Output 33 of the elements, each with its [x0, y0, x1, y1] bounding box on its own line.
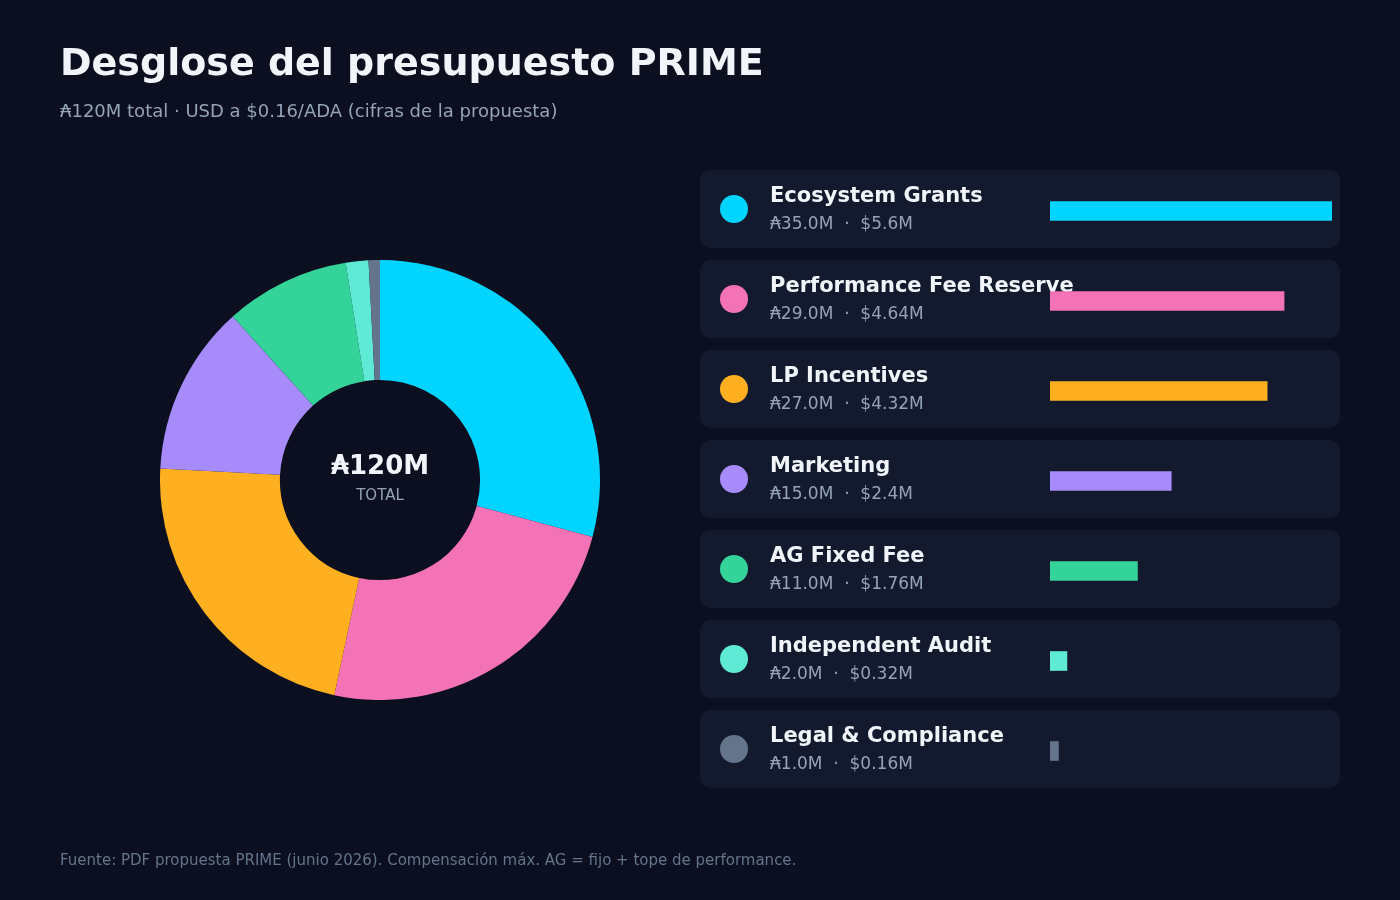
data-label: ₳2.0M [770, 663, 823, 683]
data-label: ₳11.0M [770, 573, 834, 593]
bar [1050, 651, 1068, 671]
text: · $0.16M [833, 753, 913, 773]
text: TOTAL [355, 486, 405, 504]
text: ₳120M [329, 450, 431, 480]
legend-label: Legal & Compliance [770, 723, 1004, 747]
bar [1050, 201, 1332, 221]
bar [1050, 561, 1138, 581]
data-label: ₳27.0M [770, 393, 834, 413]
text: · $5.6M [844, 213, 913, 233]
bar [1050, 291, 1285, 311]
data-label: ₳29.0M [770, 303, 834, 323]
text: · $2.4M [844, 483, 913, 503]
source-note: Fuente: PDF propuesta PRIME (junio 2026). Compensación máx. AG = fijo + tope de performance. [60, 851, 797, 869]
text: · $4.32M [844, 393, 924, 413]
bar [1050, 471, 1172, 491]
legend-label: Ecosystem Grants [770, 183, 983, 207]
text: · $1.76M [844, 573, 924, 593]
data-label: ₳35.0M [770, 213, 834, 233]
legend-label: AG Fixed Fee [770, 543, 925, 567]
bar [1050, 741, 1059, 761]
legend-label: Independent Audit [770, 633, 992, 657]
legend-label: Marketing [770, 453, 891, 477]
legend-label: LP Incentives [770, 363, 929, 387]
legend-label: Performance Fee Reserve [770, 273, 1074, 297]
data-label: ₳15.0M [770, 483, 834, 503]
text: · $4.64M [844, 303, 924, 323]
bar [1050, 381, 1268, 401]
chart-title: Desglose del presupuesto PRIME [60, 40, 764, 84]
text: · $0.32M [833, 663, 913, 683]
chart-subtitle: ₳120M total · USD a $0.16/ADA (cifras de la propuesta) [60, 100, 558, 121]
data-label: ₳1.0M [770, 753, 823, 773]
